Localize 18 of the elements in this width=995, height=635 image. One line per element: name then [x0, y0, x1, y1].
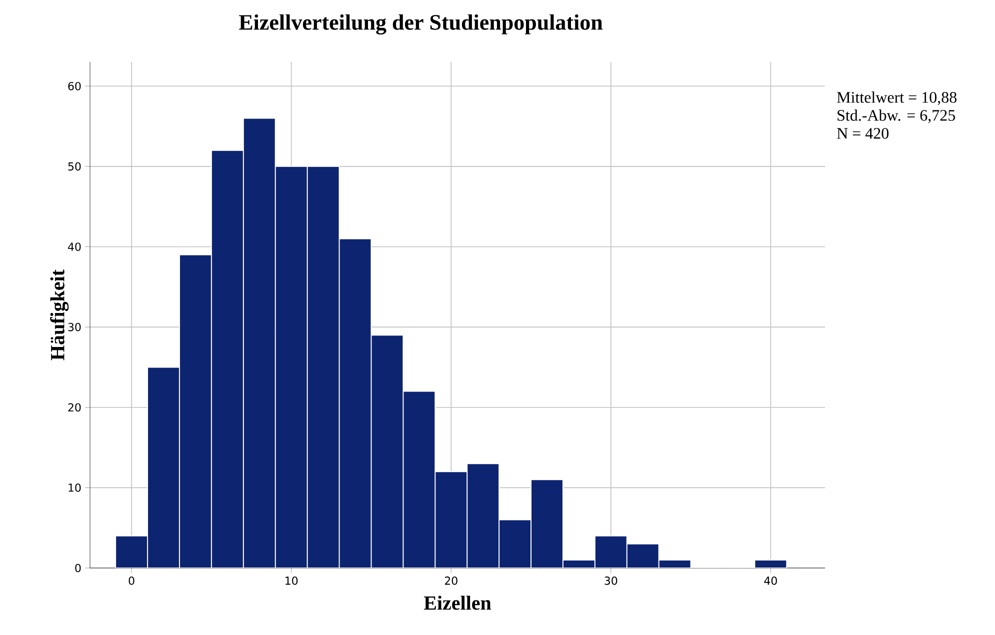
- y-tick-label: 60: [68, 82, 81, 90]
- x-axis-title: Eizellen: [424, 596, 492, 610]
- y-tick-label: 0: [75, 564, 81, 572]
- x-tick-label: 10: [286, 576, 298, 585]
- y-tick-label: 40: [68, 242, 81, 251]
- x-tick-label: 0: [128, 576, 134, 585]
- x-tick-label: 20: [444, 576, 458, 585]
- y-axis-title: Häufigkeit: [50, 270, 69, 360]
- text: N = 420: [837, 128, 889, 139]
- y-tick-label: 50: [68, 162, 81, 171]
- text: Std.-Abw. = 6,725: [838, 110, 955, 124]
- chart-title: Eizellverteilung der Studienpopulation: [239, 14, 603, 34]
- x-tick-label: 30: [604, 576, 618, 585]
- y-tick-label: 30: [68, 322, 81, 332]
- y-tick-label: 20: [68, 403, 81, 412]
- x-tick-label: 40: [764, 576, 777, 585]
- text: Mittelwert = 10,88: [837, 92, 957, 106]
- y-tick-label: 10: [68, 484, 81, 492]
